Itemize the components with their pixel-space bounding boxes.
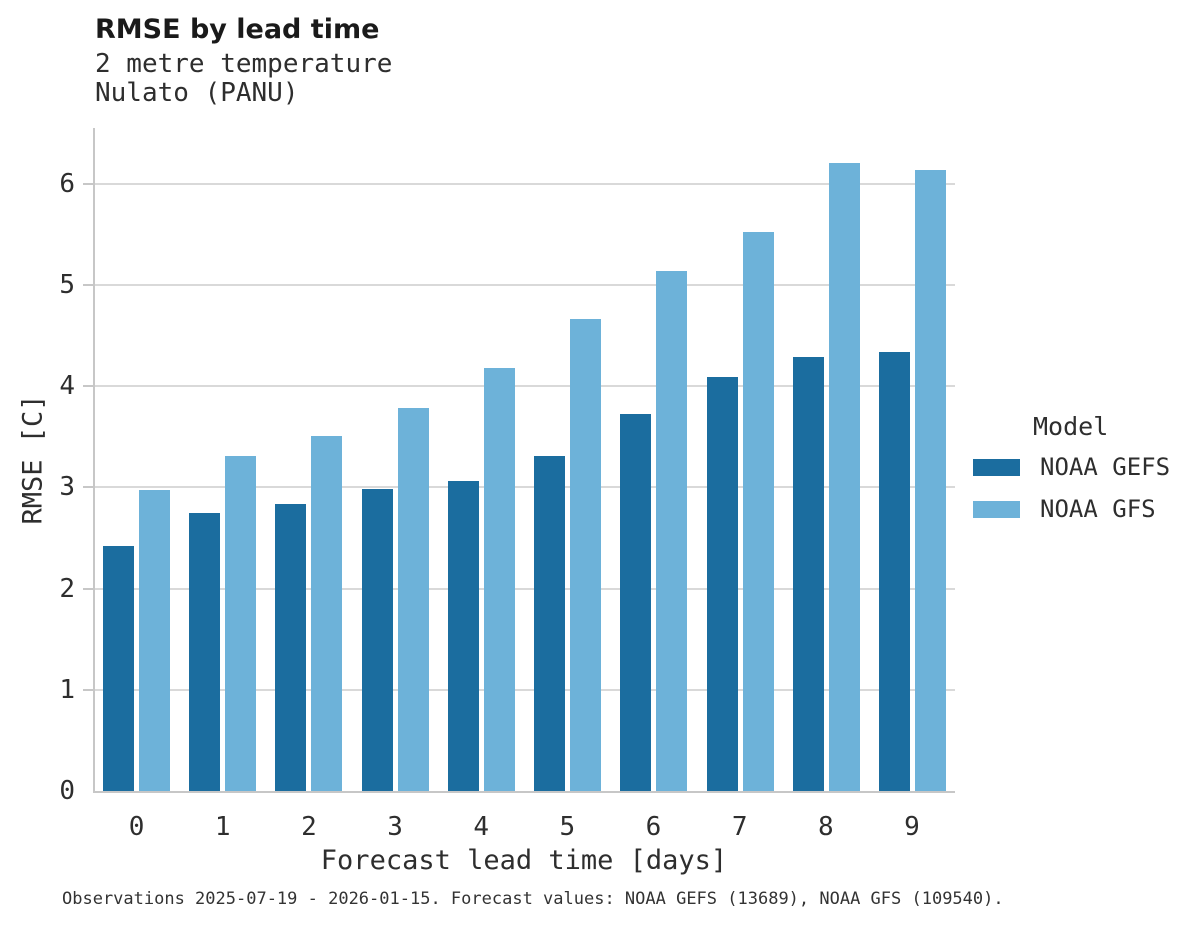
legend-item-label: NOAA GEFS bbox=[1040, 453, 1171, 481]
y-tickmark bbox=[83, 486, 93, 489]
bar-group-4 bbox=[447, 128, 515, 791]
bar-group-3 bbox=[361, 128, 429, 791]
gridline bbox=[95, 587, 955, 590]
chart-subtitle: 2 metre temperature Nulato (PANU) bbox=[95, 50, 392, 108]
legend-swatch bbox=[973, 500, 1020, 518]
legend: Model NOAA GEFS NOAA GFS bbox=[973, 412, 1170, 537]
y-tick-label: 4 bbox=[59, 371, 75, 402]
bar-noaa-gefs-day-3 bbox=[361, 489, 393, 791]
chart-title: RMSE by lead time bbox=[95, 14, 380, 45]
bar-noaa-gefs-day-1 bbox=[189, 512, 221, 791]
bar-noaa-gefs-day-6 bbox=[620, 414, 652, 791]
bar-group-0 bbox=[103, 128, 170, 791]
bar-noaa-gefs-day-0 bbox=[103, 546, 134, 791]
y-tickmark bbox=[83, 587, 93, 590]
bar-group-8 bbox=[792, 128, 860, 791]
bar-noaa-gfs-day-2 bbox=[311, 435, 343, 791]
bar-noaa-gefs-day-8 bbox=[792, 356, 824, 791]
y-tickmark bbox=[83, 688, 93, 691]
y-tick-label: 3 bbox=[59, 472, 75, 503]
bar-noaa-gefs-day-4 bbox=[447, 481, 479, 791]
gridline bbox=[95, 182, 955, 185]
legend-items: NOAA GEFS NOAA GFS bbox=[973, 453, 1170, 523]
bar-group-7 bbox=[706, 128, 774, 791]
legend-item-label: NOAA GFS bbox=[1040, 495, 1156, 523]
x-tick-label: 4 bbox=[473, 812, 490, 842]
bar-noaa-gfs-day-1 bbox=[225, 455, 257, 791]
bar-noaa-gfs-day-9 bbox=[914, 169, 946, 791]
legend-swatch bbox=[973, 458, 1020, 476]
x-tick-label: 0 bbox=[128, 812, 145, 842]
bar-group-5 bbox=[534, 128, 602, 791]
subtitle-line-2: Nulato (PANU) bbox=[95, 78, 299, 108]
x-tick-label: 1 bbox=[214, 812, 231, 842]
subtitle-line-1: 2 metre temperature bbox=[95, 49, 393, 79]
x-tick-label: 7 bbox=[731, 812, 748, 842]
bar-group-1 bbox=[189, 128, 257, 791]
x-tick-label: 3 bbox=[387, 812, 403, 842]
legend-item-noaa-gfs: NOAA GFS bbox=[973, 495, 1170, 523]
y-tick-label: 5 bbox=[59, 269, 75, 300]
bar-noaa-gefs-day-5 bbox=[534, 455, 566, 791]
gridline bbox=[95, 688, 955, 691]
legend-item-noaa-gefs: NOAA GEFS bbox=[973, 453, 1170, 481]
bar-noaa-gfs-day-8 bbox=[828, 163, 860, 791]
x-tick-label: 5 bbox=[559, 812, 576, 842]
y-tick-label: 6 bbox=[59, 168, 75, 199]
x-tick-label: 2 bbox=[301, 812, 317, 842]
y-tick-label: 0 bbox=[59, 776, 75, 806]
bar-noaa-gfs-day-4 bbox=[483, 367, 515, 791]
bar-noaa-gfs-day-0 bbox=[139, 490, 170, 791]
bars-container bbox=[95, 128, 955, 791]
x-axis-label: Forecast lead time [days] bbox=[320, 845, 728, 876]
bar-noaa-gfs-day-3 bbox=[397, 408, 429, 791]
y-tick-label: 2 bbox=[59, 573, 75, 604]
plot-area bbox=[83, 128, 955, 793]
gridline bbox=[95, 385, 955, 388]
bar-group-6 bbox=[620, 128, 688, 791]
bar-noaa-gefs-day-7 bbox=[706, 377, 738, 791]
bar-noaa-gefs-day-9 bbox=[878, 351, 910, 791]
y-tick-label: 1 bbox=[59, 674, 75, 705]
caption-text: Observations 2025-07-19 - 2026-01-15. Fo… bbox=[62, 889, 1004, 909]
x-axis-ticks: 0 1 2 3 4 5 6 7 8 9 bbox=[93, 812, 955, 842]
bar-group-2 bbox=[275, 128, 343, 791]
bar-noaa-gfs-day-7 bbox=[742, 232, 774, 791]
y-tickmark bbox=[83, 283, 93, 286]
y-tickmark bbox=[83, 182, 93, 185]
bar-noaa-gefs-day-2 bbox=[275, 503, 307, 791]
gridline bbox=[95, 283, 955, 286]
legend-title: Model bbox=[1033, 412, 1109, 441]
x-tick-label: 9 bbox=[904, 812, 920, 842]
x-tick-label: 6 bbox=[645, 812, 662, 842]
y-axis-ticks: 0 1 2 3 4 5 6 bbox=[30, 128, 75, 806]
y-tickmark bbox=[83, 385, 93, 388]
x-tick-label: 8 bbox=[817, 812, 834, 842]
gridline bbox=[95, 486, 955, 489]
bar-noaa-gfs-day-5 bbox=[570, 319, 602, 791]
bar-noaa-gfs-day-6 bbox=[656, 270, 688, 791]
bar-group-9 bbox=[878, 128, 946, 791]
